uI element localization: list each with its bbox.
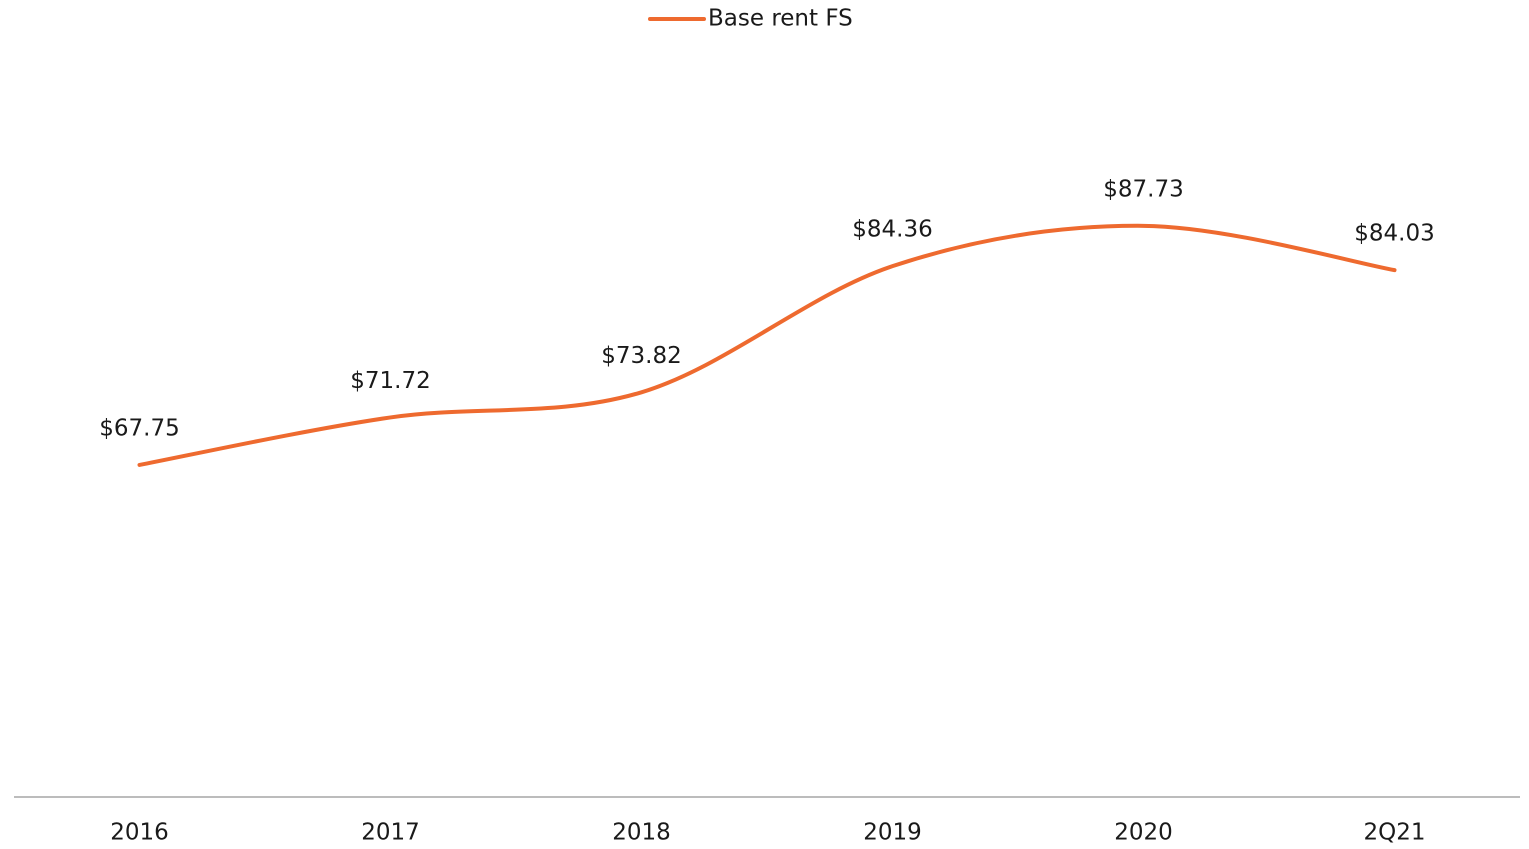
data-label: $84.03 bbox=[1354, 221, 1434, 247]
x-tick-label: 2Q21 bbox=[1363, 820, 1425, 846]
line bbox=[137, 223, 1397, 467]
x-tick-label: 2019 bbox=[863, 820, 922, 846]
data-label: $71.72 bbox=[350, 368, 430, 394]
x-tick-label: 2020 bbox=[1114, 820, 1173, 846]
x-tick-label: 2017 bbox=[361, 820, 420, 846]
data-label: $84.36 bbox=[852, 217, 932, 243]
data-label: $73.82 bbox=[601, 343, 681, 369]
x-tick-label: 2018 bbox=[612, 820, 671, 846]
data-label: $67.75 bbox=[99, 415, 179, 441]
x-tick-label: 2016 bbox=[110, 820, 169, 846]
legend-label: Base rent FS bbox=[708, 6, 853, 32]
data-label: $87.73 bbox=[1103, 176, 1183, 202]
